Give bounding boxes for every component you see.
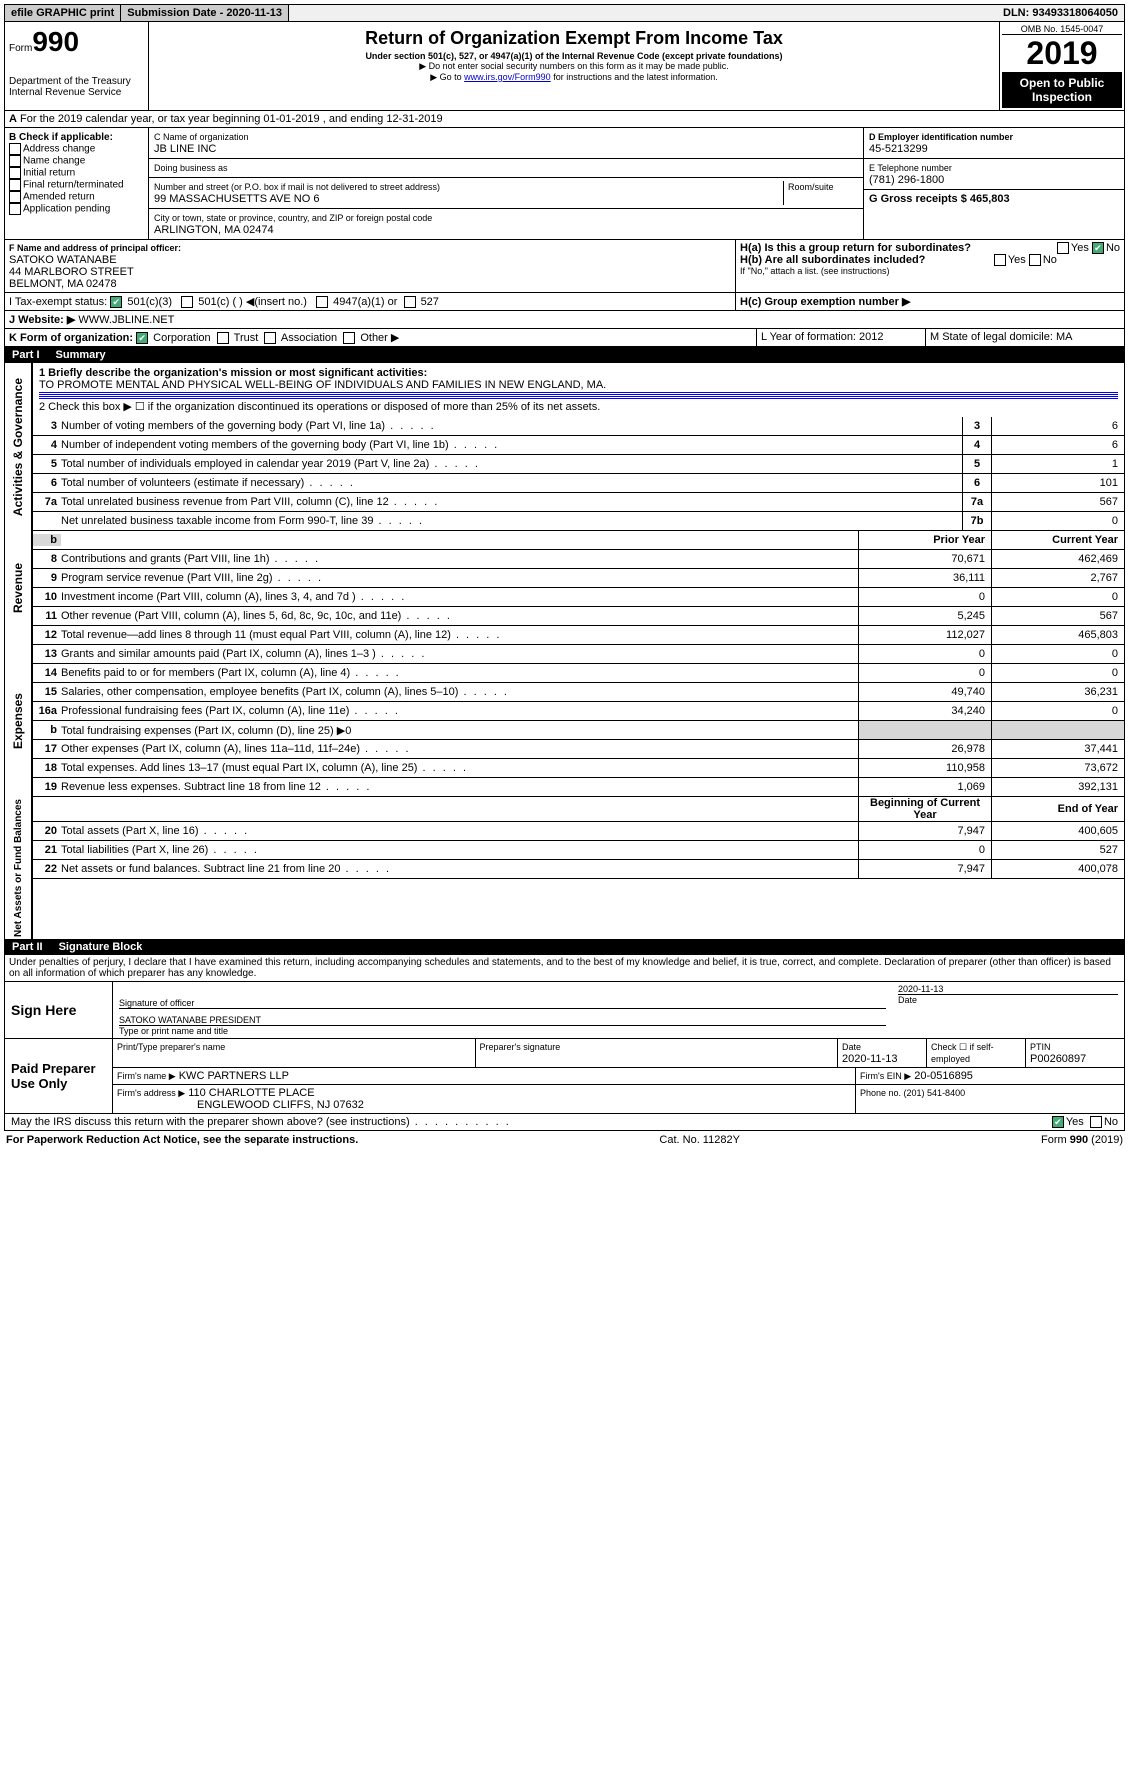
subtitle-3: ▶ Go to www.irs.gov/Form990 for instruct… <box>153 72 995 83</box>
subtitle-2: ▶ Do not enter social security numbers o… <box>153 61 995 72</box>
section-klm: K Form of organization: ✔ Corporation Tr… <box>4 329 1125 347</box>
officer-name: SATOKO WATANABE <box>9 254 117 266</box>
net-assets: Net Assets or Fund Balances Beginning of… <box>4 797 1125 939</box>
submission-date: Submission Date - 2020-11-13 <box>121 5 289 21</box>
firm-name: KWC PARTNERS LLP <box>179 1070 289 1082</box>
ptin: P00260897 <box>1030 1053 1086 1065</box>
dept-treasury: Department of the Treasury Internal Reve… <box>9 76 144 98</box>
current-year-header: Current Year <box>991 531 1124 549</box>
sig-officer-label: Signature of officer <box>119 998 886 1009</box>
form-header: Form990 Department of the Treasury Inter… <box>4 22 1125 111</box>
sign-here-block: Sign Here Signature of officer SATOKO WA… <box>4 982 1125 1039</box>
line-a: A For the 2019 calendar year, or tax yea… <box>4 111 1125 128</box>
h-c: H(c) Group exemption number ▶ <box>736 293 1124 310</box>
subtitle-1: Under section 501(c), 527, or 4947(a)(1)… <box>153 51 995 61</box>
gross-receipts: G Gross receipts $ 465,803 <box>869 193 1010 205</box>
preparer-phone: Phone no. (201) 541-8400 <box>860 1088 965 1098</box>
city-state-zip: ARLINGTON, MA 02474 <box>154 224 274 236</box>
paid-preparer-block: Paid Preparer Use Only Print/Type prepar… <box>4 1039 1125 1114</box>
activities-governance: Activities & Governance 1 Briefly descri… <box>4 363 1125 531</box>
section-j: J Website: ▶ WWW.JBLINE.NET <box>4 311 1125 329</box>
prior-year-header: Prior Year <box>858 531 991 549</box>
dln: DLN: 93493318064050 <box>997 5 1124 21</box>
footer: For Paperwork Reduction Act Notice, see … <box>4 1131 1125 1149</box>
phone: (781) 296-1800 <box>869 174 944 186</box>
firm-ein: 20-0516895 <box>914 1070 973 1082</box>
expenses: Expenses 13Grants and similar amounts pa… <box>4 645 1125 797</box>
irs-link[interactable]: www.irs.gov/Form990 <box>464 72 551 82</box>
website: WWW.JBLINE.NET <box>78 314 174 326</box>
col-headers: Revenue b Prior Year Current Year 8Contr… <box>4 531 1125 645</box>
name-label: C Name of organization <box>154 132 249 142</box>
perjury-statement: Under penalties of perjury, I declare th… <box>4 955 1125 982</box>
ein: 45-5213299 <box>869 143 928 155</box>
address: 99 MASSACHUSETTS AVE NO 6 <box>154 193 319 205</box>
line-1-label: 1 Briefly describe the organization's mi… <box>39 367 1118 379</box>
open-public: Open to Public Inspection <box>1002 72 1122 108</box>
discuss-row: May the IRS discuss this return with the… <box>4 1114 1125 1131</box>
dba-label: Doing business as <box>154 163 228 173</box>
h-a: H(a) Is this a group return for subordin… <box>740 242 1120 254</box>
year-formation: L Year of formation: 2012 <box>757 329 926 346</box>
section-b-to-g: B Check if applicable: Address change Na… <box>4 128 1125 240</box>
tax-year: 2019 <box>1002 35 1122 72</box>
checkboxes-b: B Check if applicable: Address change Na… <box>5 128 149 239</box>
line-2: 2 Check this box ▶ ☐ if the organization… <box>39 400 1118 413</box>
part-ii-header: Part IISignature Block <box>4 939 1125 955</box>
part-i-header: Part ISummary <box>4 347 1125 363</box>
state-domicile: M State of legal domicile: MA <box>926 329 1124 346</box>
omb: OMB No. 1545-0047 <box>1002 24 1122 35</box>
officer-printed-name: SATOKO WATANABE PRESIDENT <box>119 1015 886 1026</box>
org-name: JB LINE INC <box>154 143 216 155</box>
efile-print-button[interactable]: efile GRAPHIC print <box>5 5 121 21</box>
form-number: Form990 <box>9 26 144 58</box>
top-bar: efile GRAPHIC print Submission Date - 20… <box>4 4 1125 22</box>
section-i: I Tax-exempt status: ✔ 501(c)(3) 501(c) … <box>4 293 1125 311</box>
mission-text: TO PROMOTE MENTAL AND PHYSICAL WELL-BEIN… <box>39 379 1118 391</box>
form-title: Return of Organization Exempt From Incom… <box>153 28 995 49</box>
section-f-h: F Name and address of principal officer:… <box>4 240 1125 293</box>
sign-date: 2020-11-13 <box>898 984 1118 995</box>
h-b: H(b) Are all subordinates included? Yes … <box>740 254 1120 266</box>
